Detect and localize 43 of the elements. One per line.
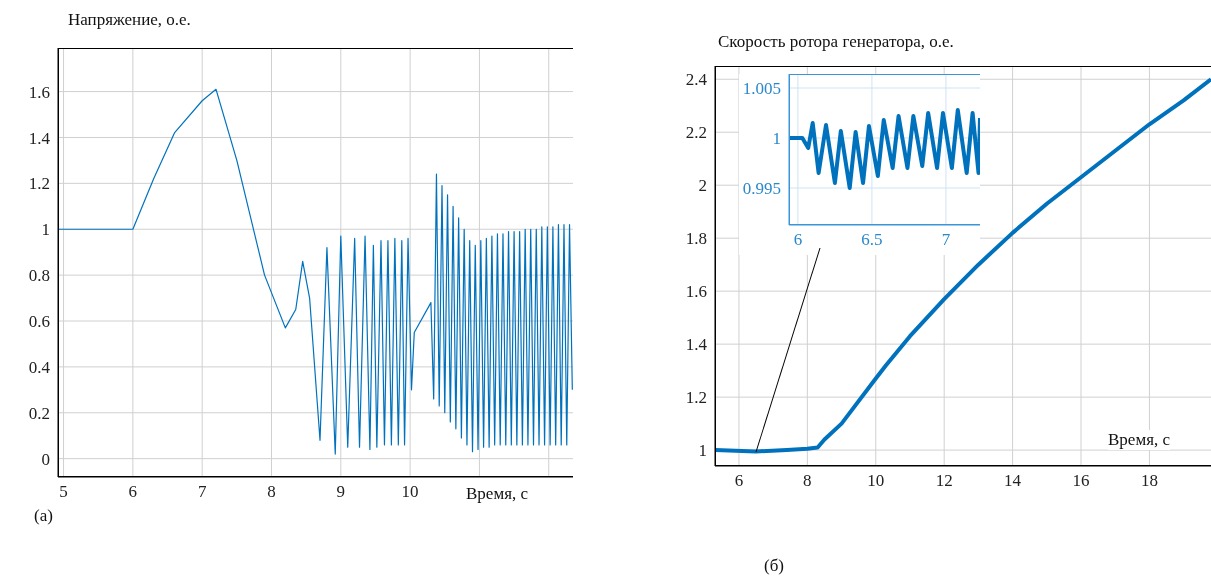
x-tick-label: 6: [793, 230, 803, 250]
text: (б): [764, 556, 784, 576]
y-tick-label: 1: [41, 220, 50, 240]
x-tick-label: 10: [867, 471, 885, 491]
line-series: [789, 108, 980, 190]
x-tick-label: 14: [1004, 471, 1022, 491]
x-tick-label: 18: [1140, 471, 1158, 491]
y-tick-label: 0.2: [28, 403, 50, 423]
y-tick-label: 0.995: [742, 179, 781, 199]
x-tick-label: 12: [935, 471, 953, 491]
y-tick-label: 1.4: [28, 128, 51, 148]
y-tick-label: 0: [41, 449, 50, 469]
y-tick-label: 1.2: [28, 174, 50, 194]
x-tick-label: 6: [128, 482, 138, 502]
y-tick-label: 2: [698, 176, 707, 196]
y-axis-title: Скорость ротора генератора, о.е.: [718, 32, 954, 52]
y-tick-label: 1: [698, 441, 707, 461]
x-tick-label: 10: [401, 482, 419, 502]
y-tick-label: 0.6: [28, 312, 50, 332]
x-tick-label: 7: [941, 230, 951, 250]
y-tick-label: 1.6: [28, 82, 50, 102]
y-tick-label: 1.8: [685, 229, 707, 249]
y-tick-label: 0.4: [28, 357, 51, 377]
y-tick-label: 0.8: [28, 266, 50, 286]
y-tick-label: 1: [772, 129, 781, 149]
x-tick-label: 6: [734, 471, 744, 491]
y-tick-label: 1.2: [685, 388, 707, 408]
x-tick-label: 5: [59, 482, 68, 502]
y-tick-label: 2.2: [685, 123, 707, 143]
y-tick-label: 2.4: [685, 70, 708, 90]
y-tick-label: 1.4: [685, 335, 708, 355]
x-tick-label: 8: [803, 471, 812, 491]
y-axis-title: Напряжение, о.е.: [68, 10, 191, 30]
x-tick-label: 16: [1072, 471, 1090, 491]
x-tick-label: 8: [267, 482, 276, 502]
x-tick-label: 7: [197, 482, 207, 502]
y-tick-label: 1.6: [685, 282, 707, 302]
x-tick-label: 6.5: [861, 230, 883, 250]
text: (а): [34, 506, 53, 526]
x-axis-title: Время, с: [466, 484, 529, 504]
x-axis-title: Время, с: [1108, 430, 1171, 450]
y-tick-label: 1.005: [742, 79, 781, 99]
x-tick-label: 9: [336, 482, 346, 502]
